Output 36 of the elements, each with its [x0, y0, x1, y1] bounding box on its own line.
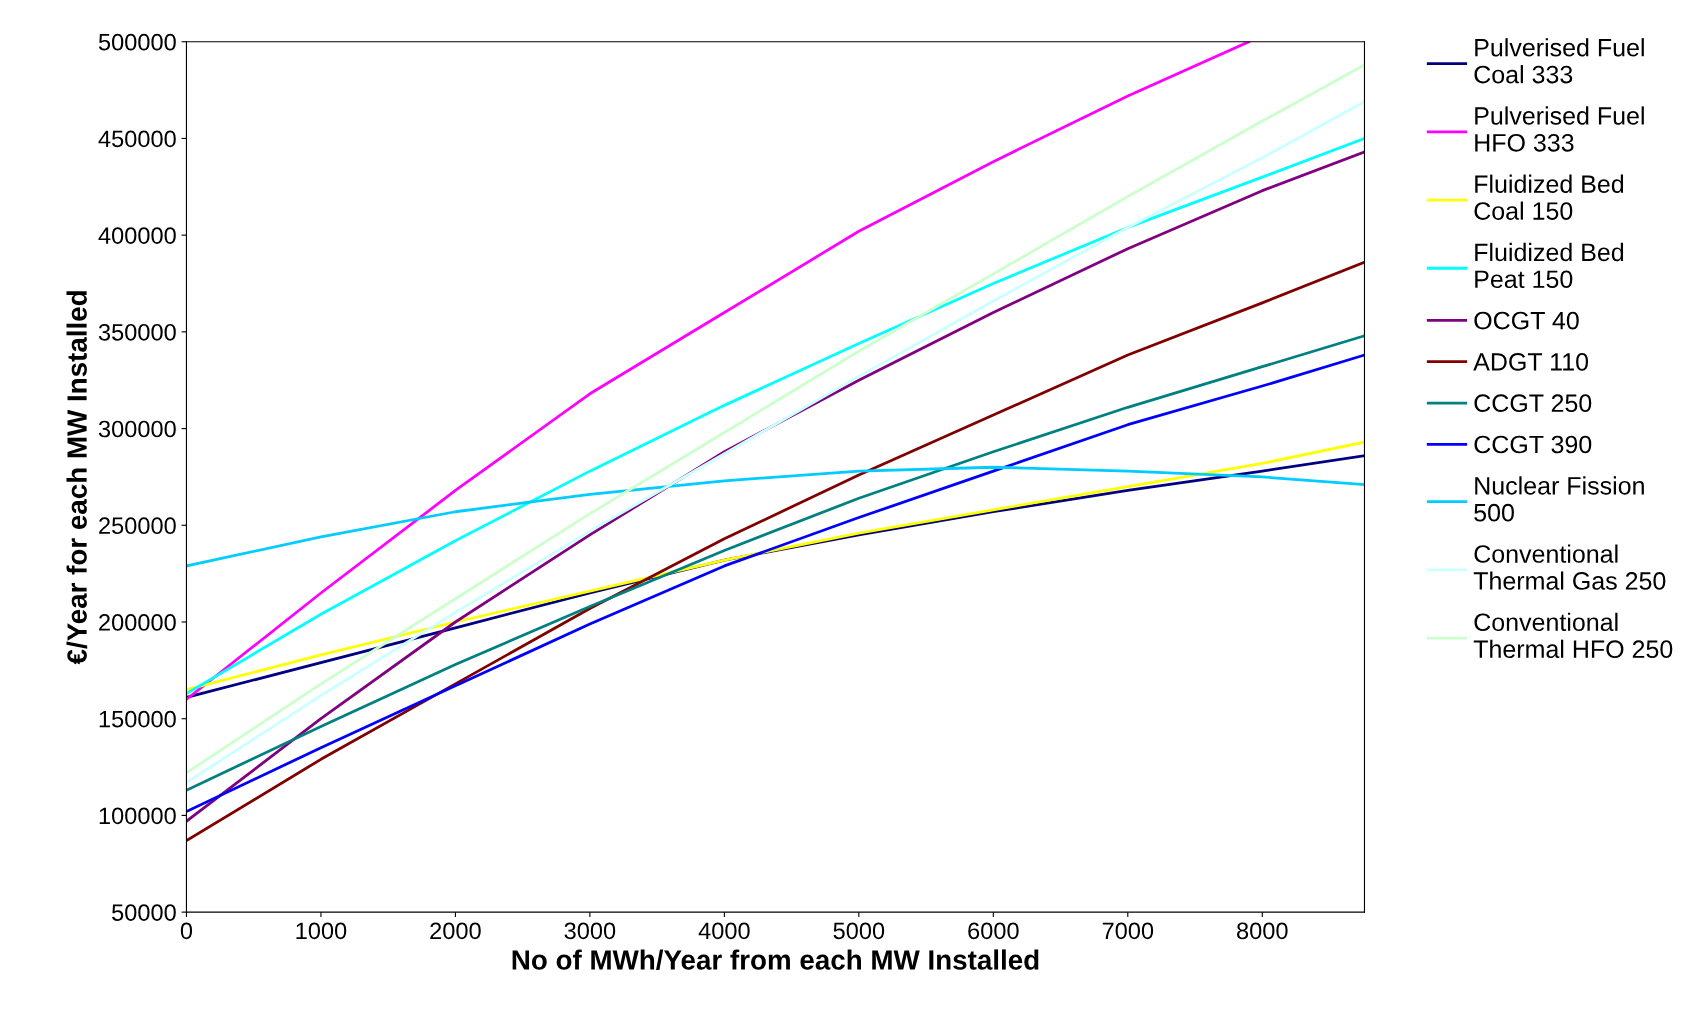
y-axis-title: €/Year for each MW Installed: [66, 291, 88, 665]
y-tick-label: 50000: [112, 904, 176, 921]
x-tick-label: 1000: [296, 922, 347, 940]
y-tick-label: 450000: [98, 130, 176, 148]
y-tick-label: 200000: [99, 614, 176, 631]
x-tick-label: 7000: [1102, 922, 1154, 940]
x-tick-label: 2000: [430, 922, 481, 940]
y-tick-label: 400000: [98, 227, 176, 244]
legend-label: Fluidized Bed Peat 150: [1475, 242, 1624, 289]
legend-label: Pulverised Fuel Coal 333: [1474, 38, 1644, 84]
x-tick-label: 0: [180, 922, 193, 940]
legend-label: CCGT 390: [1474, 435, 1592, 454]
legend-label: Pulverised Fuel HFO 333: [1475, 106, 1644, 152]
y-tick-label: 350000: [98, 323, 176, 341]
y-tick-label: 150000: [99, 710, 176, 728]
x-tick-label: 4000: [698, 922, 750, 940]
y-tick-label: 500000: [98, 33, 176, 51]
legend-label: Conventional Thermal Gas 250: [1473, 544, 1666, 590]
legend-label: ADGT 110: [1473, 353, 1589, 371]
y-tick-label: 100000: [99, 807, 176, 825]
x-tick-label: 3000: [564, 922, 616, 940]
y-tick-label: 250000: [99, 517, 176, 535]
x-tick-label: 8000: [1237, 922, 1288, 940]
legend-label: CCGT 250: [1474, 394, 1592, 413]
line-series: [186, 465, 1365, 568]
x-axis-title: No of MWh/Year from each MW Installed: [512, 949, 1039, 971]
legend-label: Fluidized Bed Coal 150: [1474, 174, 1624, 220]
line-series: [186, 41, 1251, 701]
x-tick-label: 6000: [968, 922, 1019, 940]
legend-label: Nuclear Fission 500: [1474, 476, 1644, 522]
line-series: [186, 137, 1365, 695]
legend-label: OCGT 40: [1474, 311, 1579, 330]
legend-label: Conventional Thermal HFO 250: [1473, 612, 1673, 659]
line-series: [186, 260, 1365, 842]
y-tick-label: 300000: [98, 420, 176, 438]
x-tick-label: 5000: [833, 922, 885, 940]
